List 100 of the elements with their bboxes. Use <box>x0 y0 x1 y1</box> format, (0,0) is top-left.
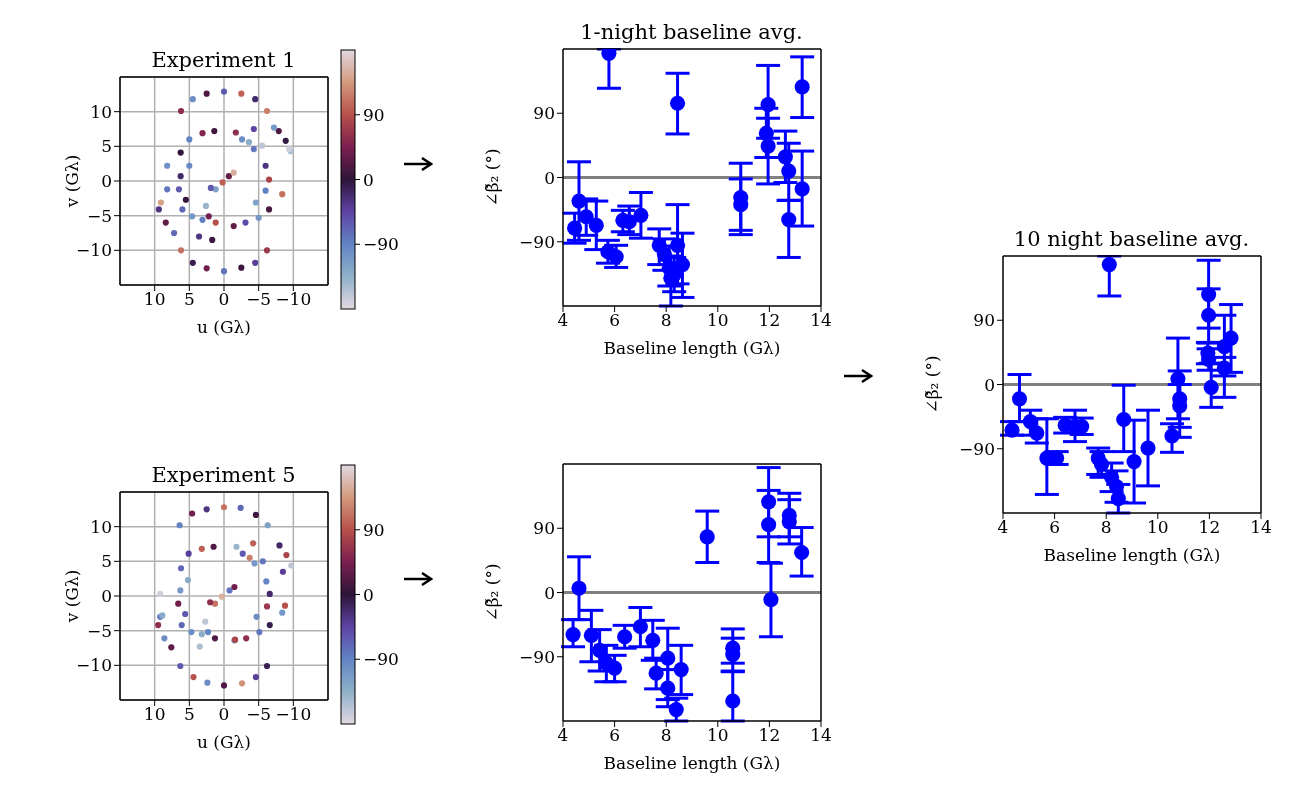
point <box>761 494 777 510</box>
color-bar-label: 0 <box>363 169 374 190</box>
point <box>1011 391 1028 407</box>
y-axis-title: ∠β̌₂ (°) <box>922 355 943 414</box>
point <box>1164 428 1180 444</box>
point <box>588 217 604 233</box>
y-tick-label: −10 <box>76 240 112 261</box>
point <box>1108 479 1125 495</box>
x-tick-label: 8 <box>660 310 672 331</box>
point <box>781 163 797 179</box>
point <box>794 181 810 197</box>
point <box>668 702 684 718</box>
color-bar-label: −90 <box>363 234 399 255</box>
point <box>758 125 774 141</box>
chart-title: 1-night baseline avg. <box>579 19 804 46</box>
point <box>567 220 583 236</box>
y-tick-label: −5 <box>86 205 112 226</box>
y-tick-label: 0 <box>544 167 555 188</box>
x-tick-label: 5 <box>183 289 195 310</box>
point <box>699 529 715 545</box>
x-tick-label: 12 <box>1198 517 1221 538</box>
point <box>1116 411 1132 428</box>
point <box>660 650 676 666</box>
color-bar-label: 0 <box>363 584 374 605</box>
x-tick-label: 10 <box>706 310 729 331</box>
y-axis-title: ∠β̌₂ (°) <box>482 563 503 622</box>
point <box>608 249 624 265</box>
y-tick-label: 5 <box>101 551 112 572</box>
x-tick-label: 4 <box>557 725 569 746</box>
x-tick-label: 12 <box>758 310 781 331</box>
point <box>571 193 587 209</box>
x-tick-label: 10 <box>1146 517 1169 538</box>
point <box>794 544 810 561</box>
point <box>1201 286 1217 303</box>
x-tick-label: 6 <box>1049 517 1061 538</box>
y-tick-label: 90 <box>533 103 555 124</box>
point <box>794 79 810 95</box>
point <box>632 619 648 635</box>
point <box>1140 440 1156 456</box>
point <box>1201 307 1217 323</box>
x-tick-label: 14 <box>810 725 832 746</box>
y-tick-label: −5 <box>86 620 112 641</box>
point <box>1004 422 1020 438</box>
x-tick-label: 5 <box>183 704 195 725</box>
point <box>760 97 776 113</box>
x-tick-label: 0 <box>218 704 230 725</box>
point <box>669 95 686 111</box>
point <box>645 632 661 648</box>
point <box>617 629 633 645</box>
y-axis-title: ∠β̌₂ (°) <box>482 148 503 207</box>
point <box>656 247 672 263</box>
y-tick-label: 0 <box>544 582 555 603</box>
y-axis-title: v (Gλ) <box>62 154 83 209</box>
x-tick-label: 4 <box>997 517 1009 538</box>
y-tick-label: 0 <box>101 586 112 607</box>
point <box>777 149 793 165</box>
x-tick-label: 10 <box>706 725 729 746</box>
y-tick-label: 90 <box>973 310 995 331</box>
chart-title: Experiment 5 <box>150 462 297 489</box>
point <box>761 517 777 533</box>
x-axis-title: Baseline length (Gλ) <box>603 753 781 773</box>
chart-title: Experiment 1 <box>150 47 297 74</box>
point <box>660 680 676 696</box>
x-tick-label: 0 <box>218 289 230 310</box>
y-tick-label: −10 <box>76 655 112 676</box>
point <box>673 662 689 678</box>
x-tick-label: −5 <box>246 704 272 725</box>
y-tick-label: 0 <box>101 171 112 192</box>
x-tick-label: 14 <box>810 310 832 331</box>
point <box>565 627 581 643</box>
x-tick-label: 8 <box>1100 517 1112 538</box>
point <box>781 212 797 228</box>
point <box>633 207 649 223</box>
x-tick-label: 14 <box>1250 517 1272 538</box>
point <box>592 642 608 658</box>
point <box>1022 414 1038 430</box>
point <box>583 627 599 643</box>
point <box>1093 456 1110 473</box>
point <box>607 660 623 676</box>
point <box>1216 360 1232 376</box>
chart-title: 10 night baseline avg. <box>1012 226 1251 253</box>
y-tick-label: −90 <box>959 438 995 459</box>
color-bar-label: 90 <box>363 519 385 540</box>
x-axis-title: u (Gλ) <box>197 317 251 337</box>
color-bar-label: −90 <box>363 649 399 670</box>
y-tick-label: −90 <box>519 646 555 667</box>
x-tick-label: 6 <box>609 725 621 746</box>
point <box>571 580 587 596</box>
x-tick-label: 4 <box>557 310 569 331</box>
y-tick-label: 90 <box>533 518 555 539</box>
x-axis-title: u (Gλ) <box>197 732 251 752</box>
x-tick-label: 8 <box>660 725 672 746</box>
color-bar-label: 90 <box>363 104 385 125</box>
point <box>674 257 691 273</box>
x-tick-label: 10 <box>143 289 166 310</box>
point <box>1170 371 1186 387</box>
y-tick-label: 10 <box>90 101 112 122</box>
point <box>1203 379 1219 395</box>
y-axis-title: v (Gλ) <box>62 569 83 624</box>
x-tick-label: −10 <box>275 289 312 310</box>
